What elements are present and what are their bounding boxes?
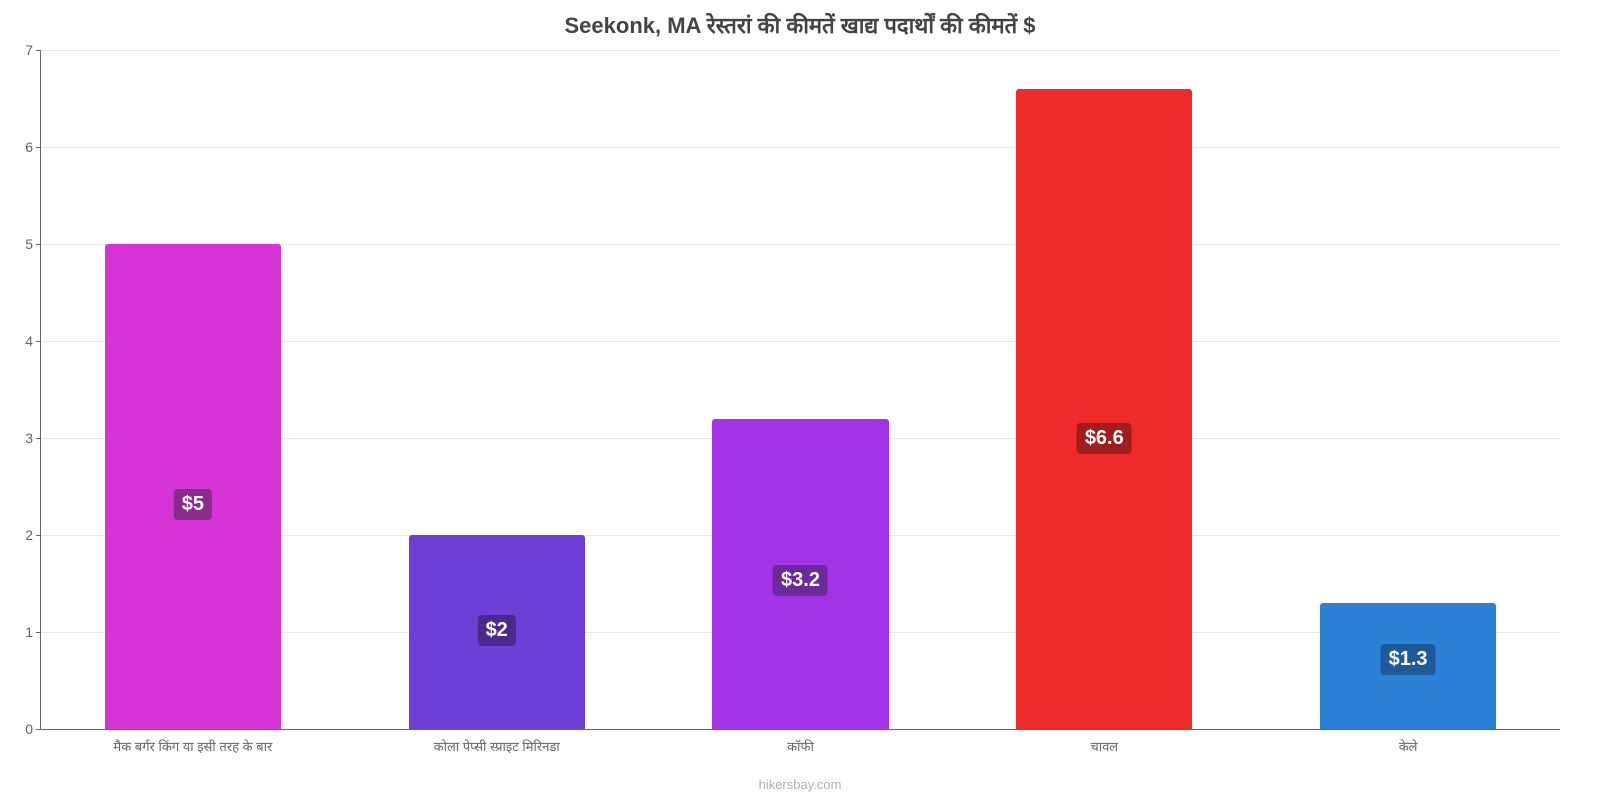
plot-area: 01234567$5मैक बर्गर किंग या इसी तरह के ब…	[40, 50, 1560, 730]
chart-container: Seekonk, MA रेस्तरां की कीमतें खाद्य पदा…	[0, 0, 1600, 800]
bar: $1.3	[1320, 603, 1496, 729]
gridline	[41, 147, 1560, 148]
y-tick-label: 4	[25, 333, 41, 349]
y-tick-label: 2	[25, 527, 41, 543]
x-axis-label: चावल	[1090, 729, 1118, 755]
y-tick-label: 3	[25, 430, 41, 446]
bar: $6.6	[1016, 89, 1192, 729]
chart-title: Seekonk, MA रेस्तरां की कीमतें खाद्य पदा…	[0, 10, 1600, 40]
bar-value-label: $2	[478, 615, 516, 646]
bar-value-label: $5	[174, 489, 212, 520]
x-axis-label: कॉफी	[787, 729, 814, 755]
y-tick-label: 6	[25, 139, 41, 155]
gridline	[41, 50, 1560, 51]
x-axis-label: मैक बर्गर किंग या इसी तरह के बार	[113, 729, 272, 755]
bar: $2	[409, 535, 585, 729]
bar-value-label: $6.6	[1077, 423, 1132, 454]
x-axis-label: कोला पेप्सी स्प्राइट मिरिनडा	[434, 729, 560, 755]
chart-footer: hikersbay.com	[0, 777, 1600, 792]
bar: $3.2	[712, 419, 888, 729]
y-tick-label: 0	[25, 721, 41, 737]
y-tick-label: 7	[25, 42, 41, 58]
x-axis-label: केले	[1399, 729, 1418, 755]
bar-value-label: $1.3	[1381, 644, 1436, 675]
y-tick-label: 1	[25, 624, 41, 640]
y-tick-label: 5	[25, 236, 41, 252]
bar: $5	[105, 244, 281, 729]
bar-value-label: $3.2	[773, 565, 828, 596]
